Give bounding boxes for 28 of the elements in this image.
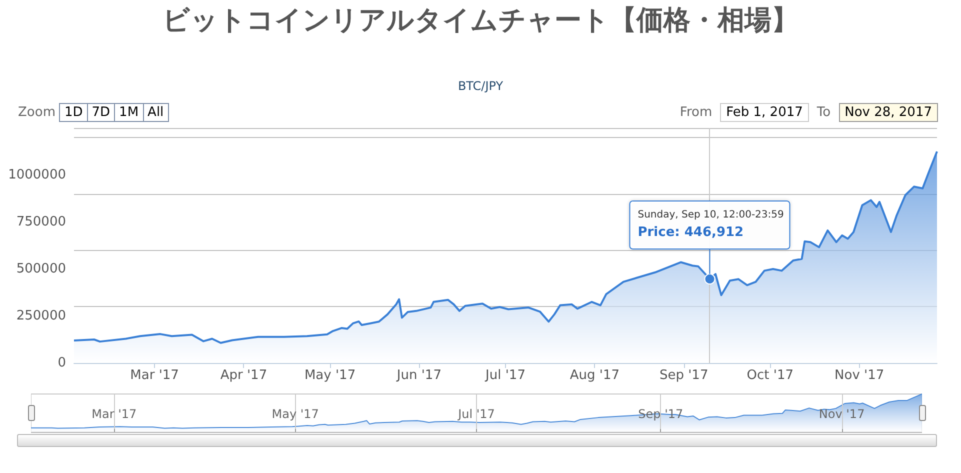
- x-tick-label: May '17: [272, 407, 319, 421]
- x-tick-label: May '17: [304, 368, 356, 383]
- zoom-buttons: 1D 7D 1M All: [59, 103, 169, 122]
- x-tick-label: Apr '17: [220, 368, 268, 383]
- date-field: Nov 28, 2017: [838, 103, 938, 122]
- x-tick-label: Aug '17: [570, 368, 620, 383]
- annotation: Price: 446,912: [638, 224, 744, 240]
- x-tick-label: Mar '17: [92, 407, 137, 421]
- chart-title: ビットコインリアルタイムチャート【価格・相場】: [162, 5, 798, 36]
- text: From: [680, 105, 712, 120]
- y-tick-label: 250000: [16, 308, 66, 324]
- text: Zoom: [18, 105, 56, 120]
- x-tick-label: Jul '17: [484, 368, 526, 383]
- text: To: [816, 105, 831, 120]
- annotation: Sunday, Sep 10, 12:00-23:59: [638, 209, 784, 220]
- date-field: Feb 1, 2017: [720, 103, 809, 122]
- x-tick-label: Sep '17: [659, 368, 708, 383]
- chart-subtitle: BTC/JPY: [458, 79, 504, 93]
- x-tick-label: Jul '17: [457, 407, 495, 421]
- y-tick-label: 500000: [16, 262, 66, 276]
- x-tick-label: Mar '17: [130, 368, 179, 383]
- y-tick-label: 750000: [16, 214, 66, 230]
- x-tick-label: Nov '17: [818, 407, 865, 421]
- x-tick-label: Nov '17: [834, 368, 884, 383]
- x-tick-label: Jun '17: [396, 368, 442, 383]
- y-tick-label: 0: [58, 356, 66, 370]
- x-tick-label: Oct '17: [746, 368, 794, 383]
- y-tick-label: 1000000: [8, 168, 66, 182]
